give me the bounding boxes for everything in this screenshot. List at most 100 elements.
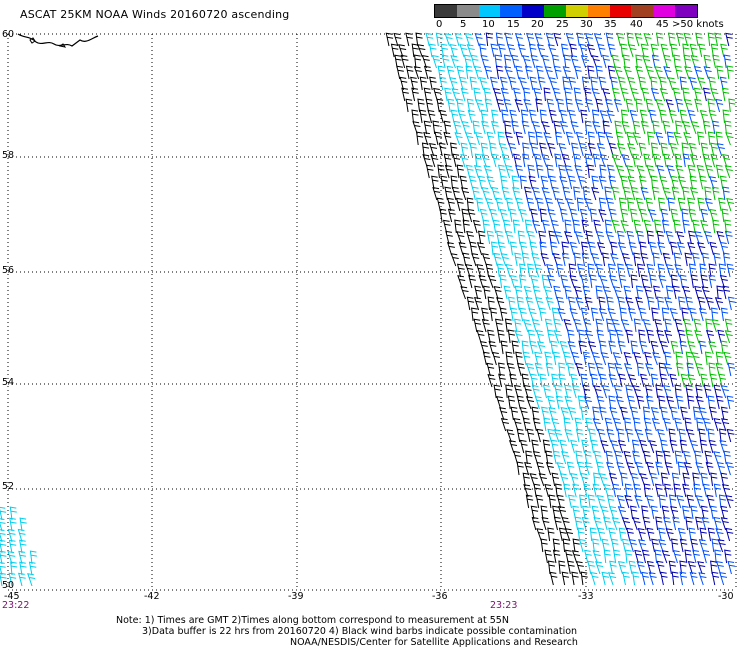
wind-barb — [535, 65, 544, 80]
wind-barb — [567, 494, 576, 509]
wind-barb — [542, 439, 551, 454]
legend-swatch — [587, 5, 610, 17]
wind-barb — [439, 76, 447, 91]
wind-barb — [497, 263, 505, 278]
wind-barb — [662, 120, 671, 135]
wind-barb — [461, 120, 470, 135]
wind-barb — [612, 352, 621, 366]
wind-barb — [580, 55, 589, 69]
wind-barb — [575, 362, 584, 377]
wind-barb — [565, 32, 574, 47]
wind-barb — [602, 54, 610, 69]
wind-barb — [565, 98, 573, 113]
wind-barb — [580, 571, 588, 586]
wind-barb — [715, 528, 724, 542]
wind-barb — [663, 450, 671, 465]
note-line: Note: 1) Times are GMT 2)Times along bot… — [116, 615, 509, 626]
legend-label: 0 — [436, 19, 443, 30]
wind-barb — [625, 297, 634, 311]
wind-barb — [497, 329, 505, 344]
wind-barb — [708, 274, 716, 289]
wind-barb — [567, 296, 576, 311]
wind-barb — [616, 230, 625, 245]
wind-barb — [599, 275, 608, 289]
wind-barb — [630, 472, 639, 487]
wind-barb — [652, 252, 660, 267]
wind-barb — [556, 462, 565, 476]
wind-barb — [587, 341, 596, 355]
lat-label: 56 — [2, 265, 15, 276]
wind-barb — [568, 109, 576, 124]
wind-barb — [679, 538, 688, 553]
wind-barb — [533, 87, 541, 102]
wind-barb — [465, 164, 474, 179]
wind-barb — [676, 395, 684, 410]
wind-barb — [608, 275, 618, 289]
wind-barb — [467, 109, 476, 124]
wind-barb — [661, 307, 669, 322]
wind-barb — [480, 142, 489, 157]
wind-barb — [449, 43, 458, 58]
wind-barb — [512, 186, 520, 201]
wind-barb — [453, 120, 461, 135]
wind-barb — [516, 428, 525, 443]
wind-barb — [443, 131, 452, 146]
wind-barb — [582, 351, 591, 366]
wind-barb — [486, 362, 495, 377]
wind-barb — [604, 186, 612, 201]
wind-barb — [478, 76, 487, 91]
wind-barb — [598, 209, 607, 223]
wind-barb — [720, 385, 729, 399]
wind-barb — [663, 417, 671, 432]
wind-barb — [592, 550, 601, 564]
wind-barb — [551, 54, 560, 69]
wind-barb — [539, 109, 547, 124]
wind-barb — [635, 429, 644, 443]
wind-barb — [472, 120, 480, 135]
wind-barb — [632, 571, 640, 586]
wind-barb — [534, 395, 543, 410]
wind-barb — [499, 307, 508, 322]
wind-barb — [576, 32, 584, 47]
wind-barb — [613, 98, 622, 113]
wind-barb — [522, 319, 531, 333]
wind-barb — [601, 571, 610, 586]
wind-barb — [429, 76, 437, 91]
wind-barb — [635, 98, 643, 113]
wind-barb — [641, 505, 649, 520]
wind-barb — [608, 395, 616, 410]
wind-barb — [553, 516, 562, 531]
wind-barb — [621, 517, 630, 531]
wind-barb — [536, 197, 544, 212]
wind-barb — [679, 560, 687, 575]
wind-barb — [725, 461, 734, 476]
wind-barb — [10, 561, 18, 576]
wind-barb — [589, 527, 597, 542]
wind-barb — [715, 351, 723, 366]
wind-barb — [608, 527, 616, 542]
wind-barb — [602, 252, 610, 267]
wind-barb — [724, 318, 733, 333]
wind-barb — [539, 142, 547, 157]
wind-barb — [548, 175, 557, 190]
wind-barb — [681, 142, 689, 157]
wind-barb — [544, 549, 552, 564]
wind-barb — [574, 65, 582, 80]
wind-barb — [523, 98, 532, 113]
wind-barb — [709, 208, 718, 223]
wind-barb — [437, 164, 445, 179]
wind-barb — [541, 187, 550, 201]
wind-barb — [587, 494, 595, 509]
wind-barb — [695, 362, 704, 377]
wind-barb — [528, 175, 537, 190]
wind-barb — [531, 252, 540, 267]
wind-barb — [638, 307, 647, 322]
wind-barb — [581, 439, 589, 454]
wind-barb — [511, 175, 519, 190]
wind-barb — [707, 428, 715, 443]
wind-barb — [529, 241, 538, 256]
time-label: 23:23 — [490, 600, 518, 611]
wind-barb — [520, 109, 528, 124]
wind-barb — [659, 373, 668, 388]
wind-barb — [667, 197, 675, 212]
